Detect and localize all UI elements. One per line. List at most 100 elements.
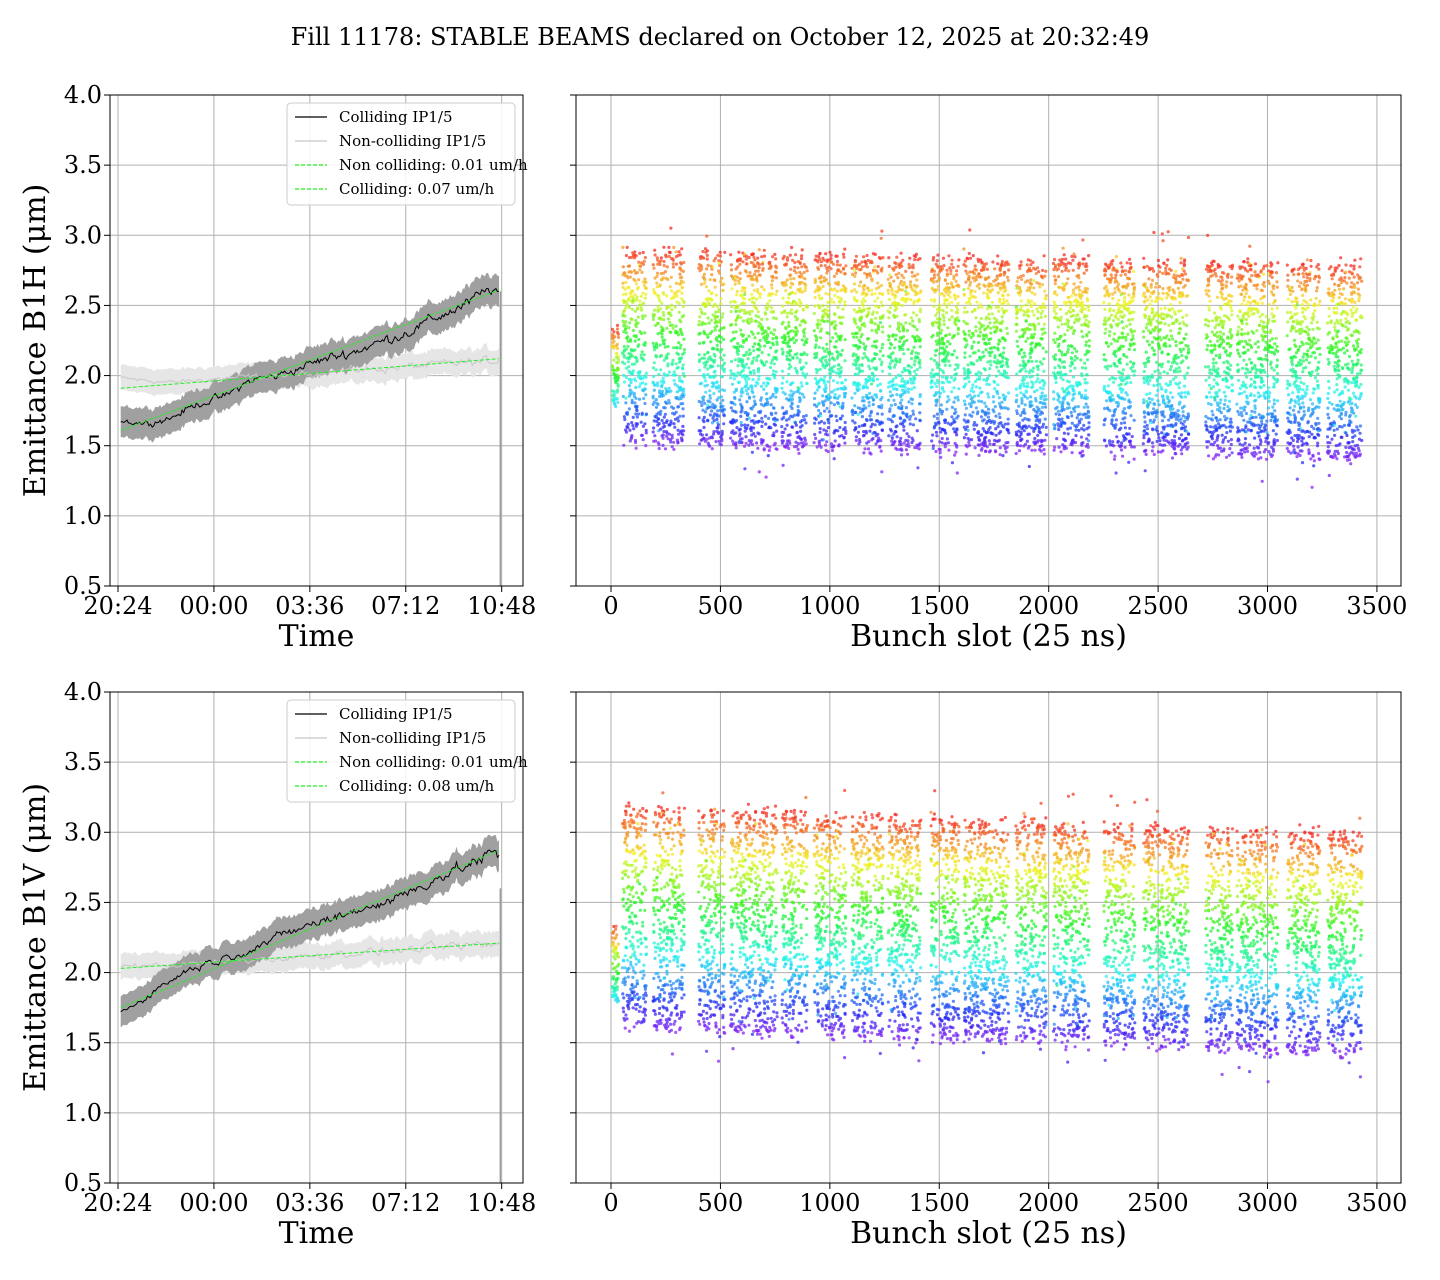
- bunch-point: [1019, 308, 1023, 312]
- bunch-point: [912, 381, 916, 385]
- bunch-point: [760, 351, 764, 355]
- bunch-point: [677, 405, 681, 409]
- bunch-point: [945, 305, 949, 309]
- bunch-point: [837, 444, 841, 448]
- bunch-point: [664, 276, 668, 280]
- bunch-point: [747, 366, 751, 370]
- bunch-point: [1030, 448, 1034, 452]
- bunch-point: [1111, 296, 1115, 301]
- bunch-point: [743, 385, 747, 389]
- bunch-point: [798, 420, 803, 424]
- bunch-point: [787, 345, 792, 349]
- bunch-point: [709, 364, 713, 368]
- bunch-point: [832, 457, 836, 461]
- bunch-point: [957, 258, 961, 262]
- bunch-point: [767, 327, 771, 331]
- bunch-point: [710, 358, 714, 362]
- bunch-point: [792, 445, 797, 449]
- bunch-point: [1042, 322, 1047, 326]
- bunch-point: [956, 414, 960, 418]
- bunch-point: [856, 355, 861, 359]
- bunch-point: [802, 270, 806, 274]
- bunch-point: [669, 226, 673, 230]
- bunch-point: [887, 398, 891, 402]
- bunch-point: [1003, 422, 1007, 426]
- bunch-point: [935, 384, 939, 389]
- bunch-point: [1006, 278, 1010, 283]
- bunch-point: [1059, 421, 1063, 425]
- bunch-point: [880, 269, 884, 273]
- bunch-point: [676, 352, 681, 356]
- bunch-point: [1112, 332, 1117, 336]
- bunch-point: [1022, 410, 1026, 414]
- bunch-point: [1017, 404, 1021, 408]
- bunch-point: [871, 310, 876, 314]
- bunch-point: [826, 380, 830, 384]
- bunch-point: [935, 259, 939, 263]
- bunch-point: [871, 252, 876, 256]
- bunch-point: [1080, 329, 1084, 333]
- bunch-point: [660, 418, 664, 423]
- bunch-point: [824, 252, 828, 256]
- bunch-point: [713, 278, 717, 282]
- bunch-point: [622, 348, 627, 352]
- bunch-point: [626, 426, 630, 430]
- bunch-point: [1006, 293, 1010, 297]
- x-tick-label: 1500: [909, 592, 970, 620]
- bunch-point: [979, 371, 983, 375]
- bunch-point: [672, 440, 676, 444]
- bunch-point: [813, 280, 817, 285]
- bunch-point: [1019, 274, 1023, 279]
- bunch-point: [824, 355, 828, 359]
- bunch-point: [1066, 432, 1070, 436]
- bunch-point: [1041, 387, 1045, 391]
- bunch-point: [672, 422, 676, 426]
- bunch-point: [917, 317, 921, 322]
- bunch-point: [1066, 328, 1070, 332]
- bunch-point: [911, 409, 915, 413]
- bunch-point: [630, 362, 635, 366]
- bunch-point: [998, 361, 1002, 365]
- bunch-point: [1073, 409, 1077, 413]
- x-tick-label: 3000: [1237, 592, 1298, 620]
- bunch-point: [830, 288, 834, 292]
- bunch-point: [993, 267, 997, 271]
- bunch-point: [911, 334, 915, 338]
- bunch-point: [775, 342, 779, 346]
- bunch-point: [1029, 263, 1033, 267]
- bunch-point: [957, 387, 961, 391]
- bunch-point: [680, 439, 684, 443]
- bunch-point: [719, 401, 723, 405]
- bunch-point: [624, 396, 628, 400]
- bunch-point: [978, 334, 982, 338]
- bunch-point: [1014, 451, 1018, 456]
- bunch-point: [1060, 417, 1064, 421]
- bunch-point: [785, 315, 789, 319]
- bunch-point: [680, 275, 684, 279]
- bunch-point: [631, 251, 635, 255]
- bunch-point: [697, 360, 701, 364]
- bunch-point: [980, 400, 984, 404]
- bunch-point: [707, 289, 711, 293]
- bunch-point: [669, 419, 673, 423]
- bunch-point: [936, 273, 940, 277]
- bunch-point: [988, 442, 992, 446]
- bunch-point: [1083, 381, 1087, 385]
- bunch-point: [750, 253, 754, 257]
- bunch-point: [716, 310, 721, 314]
- bunch-point: [734, 322, 738, 327]
- bunch-point: [1032, 440, 1036, 444]
- bunch-point: [775, 336, 779, 340]
- bunch-point: [635, 360, 639, 364]
- bunch-point: [631, 328, 636, 333]
- bunch-point: [702, 373, 706, 377]
- bunch-point: [944, 333, 949, 337]
- bunch-point: [663, 345, 667, 349]
- bunch-point: [1060, 257, 1065, 261]
- bunch-point: [880, 292, 885, 296]
- bunch-point: [1029, 269, 1033, 273]
- bunch-point: [911, 319, 915, 323]
- bunch-point: [671, 262, 675, 266]
- bunch-point: [655, 342, 659, 346]
